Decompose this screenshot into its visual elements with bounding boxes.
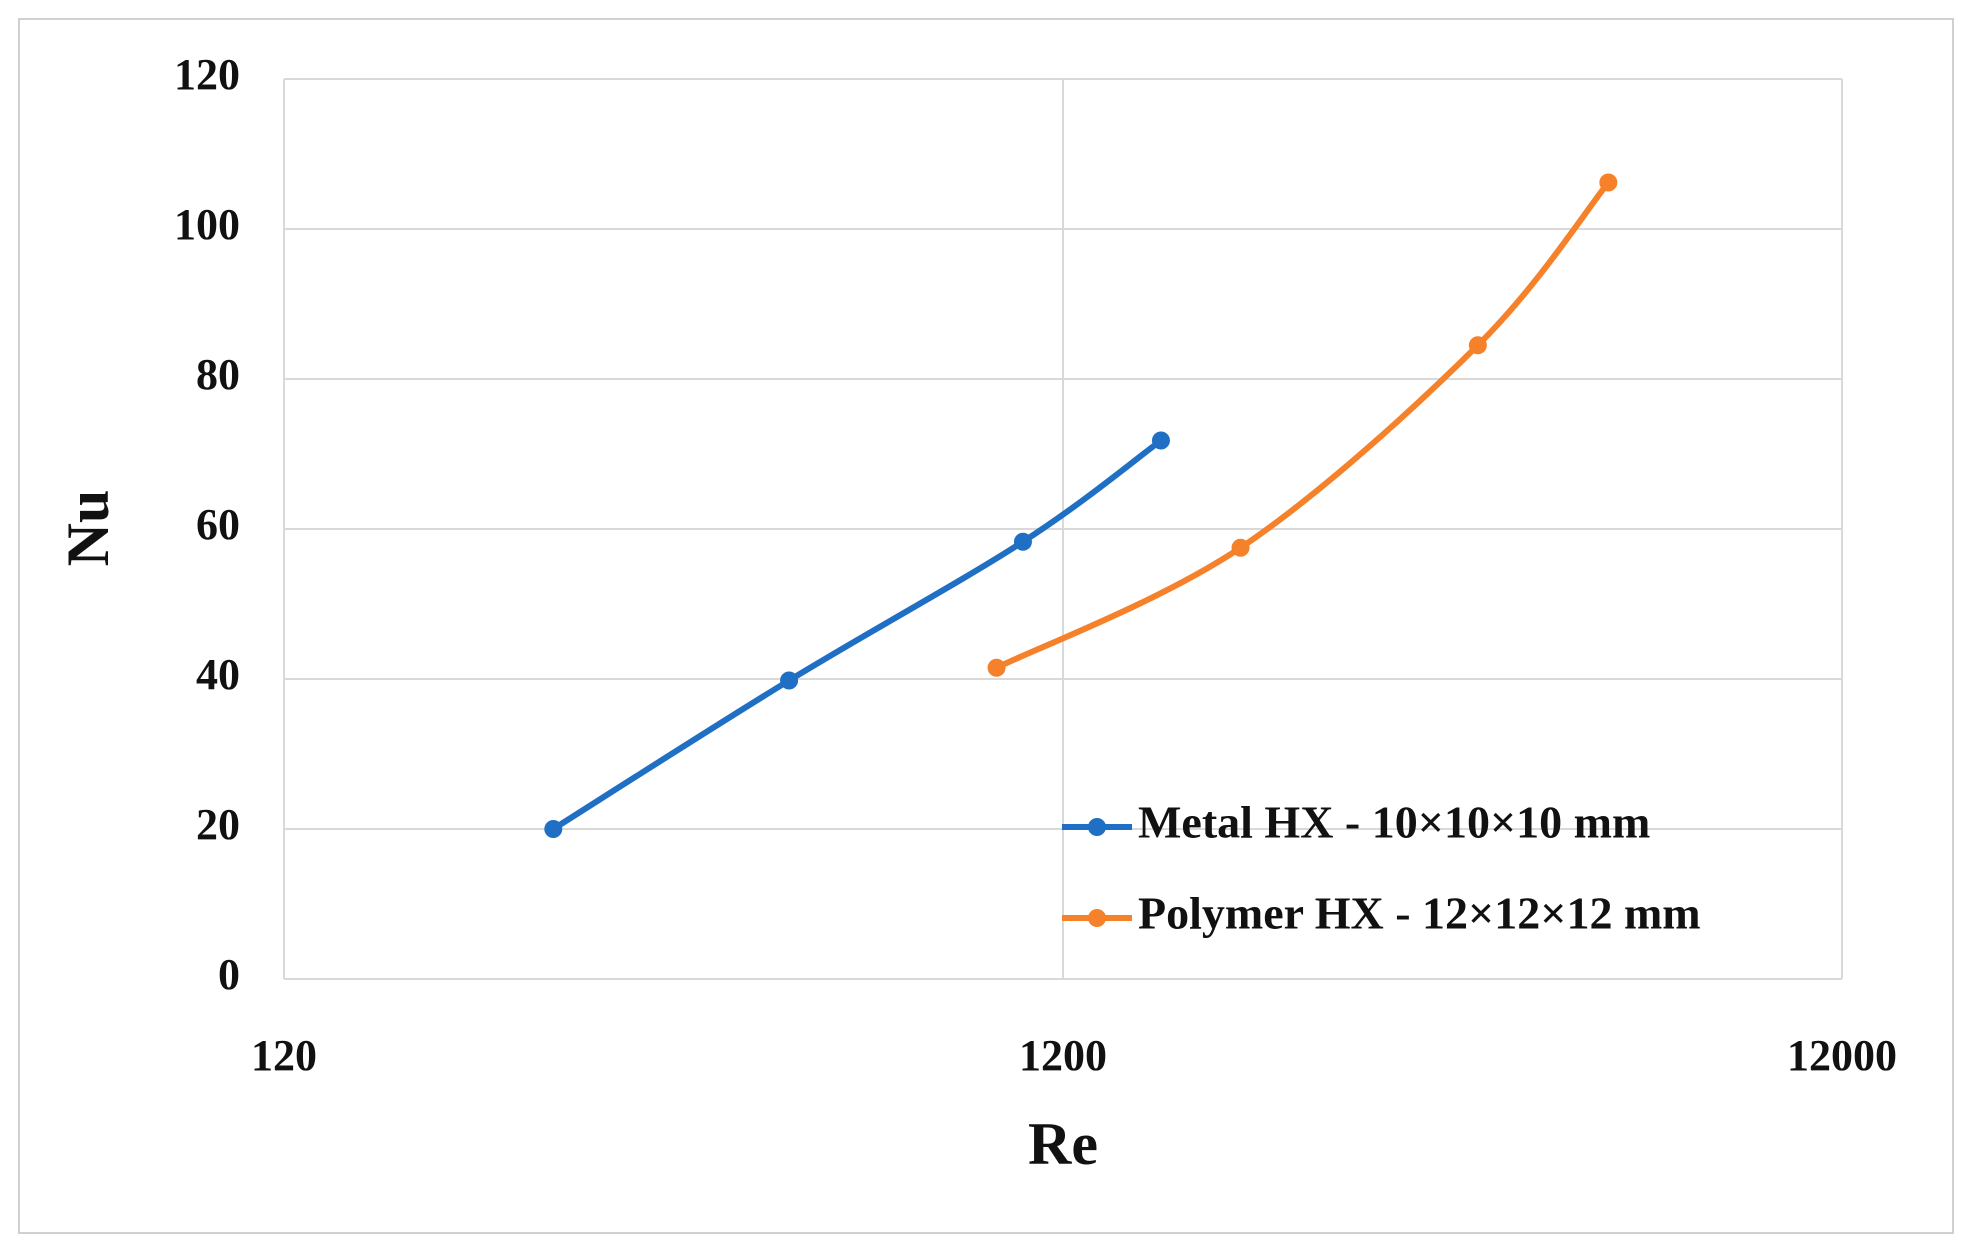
- y-tick-label: 120: [174, 50, 240, 99]
- x-tick-label: 12000: [1787, 1031, 1897, 1080]
- data-point: [1013, 532, 1032, 551]
- y-tick-label: 100: [174, 200, 240, 249]
- y-tick-label: 0: [218, 950, 240, 999]
- legend-label: Metal HX - 10×10×10 mm: [1138, 797, 1650, 848]
- legend-label: Polymer HX - 12×12×12 mm: [1138, 888, 1701, 939]
- x-tick-label: 1200: [1019, 1031, 1107, 1080]
- y-axis-title: Nu: [55, 490, 121, 567]
- data-point: [1468, 336, 1487, 355]
- data-point: [780, 671, 799, 690]
- data-point: [1599, 173, 1618, 192]
- data-point: [1151, 431, 1170, 450]
- x-axis-title: Re: [1028, 1111, 1098, 1177]
- x-tick-label: 120: [251, 1031, 317, 1080]
- y-tick-label: 20: [196, 800, 240, 849]
- y-tick-label: 80: [196, 350, 240, 399]
- chart-frame: [18, 18, 1954, 1234]
- series-line: [993, 179, 1612, 671]
- y-tick-label: 60: [196, 500, 240, 549]
- data-point: [1231, 538, 1250, 557]
- data-point: [987, 658, 1006, 677]
- legend-marker: [1088, 909, 1106, 927]
- y-tick-label: 40: [196, 650, 240, 699]
- data-point: [544, 820, 563, 838]
- legend-marker: [1088, 818, 1106, 836]
- series-line: [550, 437, 1164, 832]
